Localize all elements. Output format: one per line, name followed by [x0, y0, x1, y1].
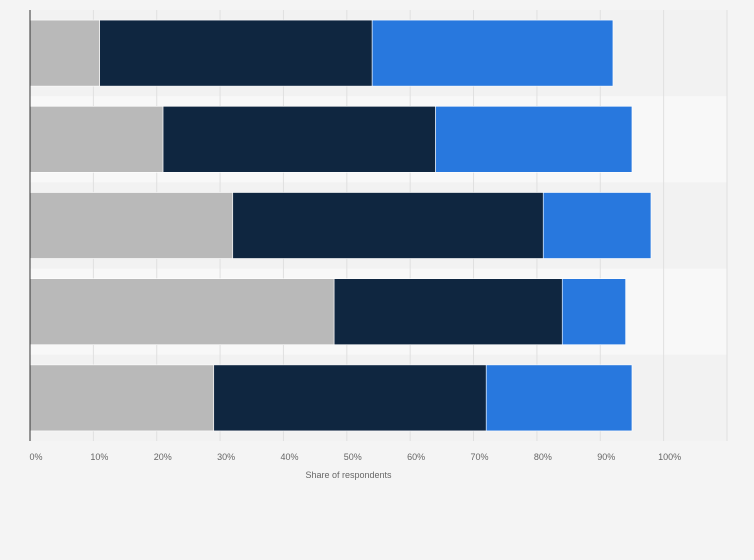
- x-tick-label: 20%: [154, 452, 172, 462]
- bar-segment[interactable]: [485, 364, 633, 432]
- bar-segment[interactable]: [162, 106, 436, 173]
- bar-segment[interactable]: [232, 192, 544, 259]
- x-tick-label: 100%: [658, 452, 681, 462]
- x-tick-label: 60%: [407, 452, 425, 462]
- bar-segment[interactable]: [29, 278, 335, 346]
- x-tick-label: 70%: [471, 452, 489, 462]
- bar-segment[interactable]: [371, 19, 614, 87]
- x-tick-label: 0%: [29, 452, 42, 462]
- bar-segment[interactable]: [213, 364, 487, 432]
- bar-segment[interactable]: [435, 106, 633, 173]
- bar-segment[interactable]: [29, 364, 215, 432]
- x-tick-label: 40%: [280, 452, 298, 462]
- bar-segment[interactable]: [99, 19, 373, 87]
- x-tick-label: 30%: [217, 452, 235, 462]
- bar-segment[interactable]: [561, 278, 626, 346]
- bar-segment[interactable]: [29, 19, 100, 87]
- x-tick-label: 90%: [597, 452, 615, 462]
- x-tick-label: 50%: [344, 452, 362, 462]
- x-axis-title: Share of respondents: [305, 470, 392, 480]
- bar-segment[interactable]: [542, 192, 652, 259]
- bar-segment[interactable]: [29, 192, 234, 259]
- bars: [29, 19, 652, 432]
- x-tick-label: 80%: [534, 452, 552, 462]
- x-tick-label: 10%: [90, 452, 108, 462]
- x-tick-labels: 0% 10% 20% 30% 40% 50% 60% 70% 80% 90% 100%: [29, 452, 681, 462]
- bar-segment[interactable]: [29, 106, 164, 173]
- bar-segment[interactable]: [333, 278, 563, 346]
